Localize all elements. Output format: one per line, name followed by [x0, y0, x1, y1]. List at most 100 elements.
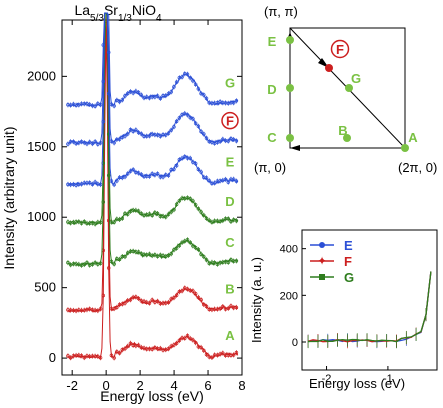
bz-point-B — [343, 134, 351, 142]
data-point — [82, 219, 86, 224]
data-point — [147, 174, 152, 179]
spectrum-D: D — [66, 12, 239, 227]
data-point — [123, 174, 127, 179]
data-point — [166, 173, 171, 178]
data-point — [155, 133, 160, 137]
y-tick-label: 200 — [280, 290, 298, 302]
data-point — [128, 128, 133, 132]
data-point — [226, 260, 230, 265]
main-y-ticks: 0 500 1000 1500 2000 — [27, 68, 242, 365]
legend-marker — [319, 274, 325, 280]
data-point — [199, 345, 203, 350]
data-point — [98, 220, 103, 225]
data-point — [191, 199, 195, 203]
data-point — [134, 128, 138, 132]
data-point — [177, 116, 182, 120]
data-point — [112, 356, 116, 360]
data-point — [136, 343, 141, 347]
data-point — [169, 252, 173, 256]
inset-plot: -2 -1 0 200 400 E ✦ FG Energy loss (eV) Inten… — [249, 229, 438, 391]
data-point — [106, 50, 111, 55]
data-point — [174, 341, 179, 346]
inset-y-axis-label: Intensity (a. u.) — [249, 257, 264, 343]
data-point — [204, 352, 209, 357]
data-point — [136, 130, 141, 135]
data-point — [79, 221, 84, 225]
x-tick-label: 2 — [136, 378, 143, 393]
data-point — [185, 334, 190, 338]
data-point — [169, 210, 173, 214]
data-point — [172, 85, 176, 89]
data-point — [234, 259, 239, 263]
data-point — [158, 346, 163, 351]
data-point — [234, 218, 239, 223]
data-point — [71, 140, 76, 144]
data-point — [150, 213, 154, 218]
data-point — [191, 289, 195, 293]
bz-point-C — [286, 134, 294, 142]
data-point — [193, 245, 198, 250]
data-point — [202, 213, 206, 217]
y-tick-label: 1000 — [27, 209, 56, 224]
data-point — [112, 104, 116, 108]
x-tick-label: 6 — [204, 378, 211, 393]
data-point — [120, 216, 125, 221]
y-tick-label: 500 — [34, 280, 56, 295]
data-point — [196, 295, 201, 300]
x-tick-label: 4 — [170, 378, 177, 393]
data-point — [96, 101, 100, 106]
data-point — [226, 217, 230, 221]
spectrum-C: C — [66, 12, 239, 268]
data-point — [120, 98, 125, 102]
data-point — [174, 246, 179, 250]
bz-label-F: F — [336, 42, 344, 57]
bz-corner-top-left: (π, π) — [264, 4, 298, 19]
data-point — [123, 254, 127, 259]
inset-line-F — [307, 271, 432, 343]
data-point — [117, 99, 122, 104]
data-point — [188, 197, 192, 201]
data-point — [77, 219, 81, 224]
data-point — [155, 211, 160, 216]
inset-line-G — [308, 271, 432, 343]
data-point — [193, 161, 198, 166]
data-point — [153, 253, 157, 257]
data-point — [125, 171, 130, 176]
data-point — [117, 257, 122, 262]
data-point — [204, 176, 209, 180]
data-point — [223, 177, 228, 182]
data-point — [150, 298, 154, 302]
data-point — [66, 142, 70, 146]
bz-corner-bottom-left: (π, 0) — [254, 160, 286, 175]
data-point — [136, 90, 141, 95]
data-point — [177, 243, 182, 248]
y-tick-label: 1500 — [27, 139, 56, 154]
data-point — [172, 343, 176, 347]
curve-label: F — [226, 114, 234, 129]
data-point — [196, 167, 201, 172]
data-point — [125, 91, 130, 96]
data-point — [155, 172, 160, 176]
data-point — [158, 134, 163, 138]
data-point — [106, 266, 111, 270]
data-point — [234, 179, 239, 183]
main-y-axis-label: Intensity (arbitrary unit) — [1, 126, 17, 269]
inset-legend: E ✦ FG — [310, 238, 354, 285]
data-point — [134, 295, 138, 299]
y-tick-label: 2000 — [27, 68, 56, 83]
data-point — [164, 215, 168, 219]
data-point — [136, 296, 141, 301]
data-point — [174, 163, 179, 168]
spectrum-line-C — [67, 12, 238, 266]
data-point — [183, 111, 187, 116]
data-point — [68, 355, 73, 360]
data-point — [199, 129, 203, 134]
main-plot: La5/3Sr1/3NiO4 -2 0 2 4 6 8 0500100015002000 … — [1, 2, 246, 404]
x-tick-label: -2 — [66, 378, 78, 393]
data-point — [188, 240, 192, 245]
data-point — [164, 93, 168, 98]
data-point — [188, 115, 192, 120]
data-point — [125, 251, 130, 255]
data-point — [125, 344, 130, 349]
legend-marker: ✦ — [317, 254, 327, 268]
